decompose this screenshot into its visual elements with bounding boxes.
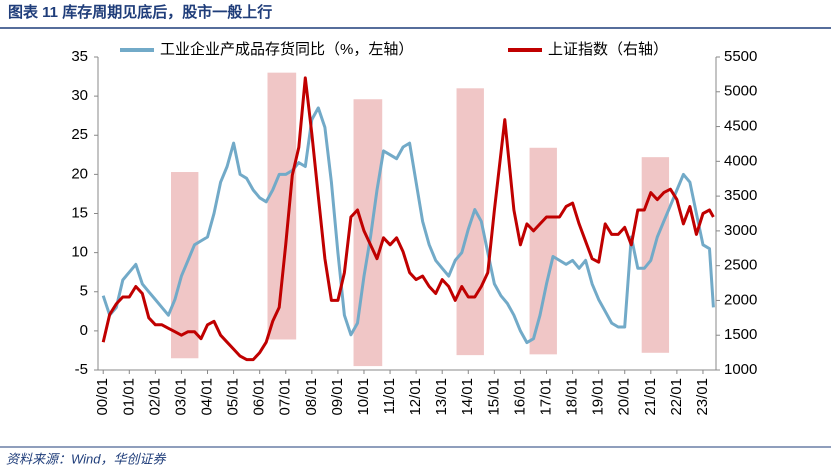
x-tick-label: 06/01 bbox=[251, 378, 268, 416]
x-tick-label: 02/01 bbox=[146, 378, 163, 416]
y2-tick-label: 5500 bbox=[724, 48, 757, 65]
x-tick-label: 22/01 bbox=[668, 378, 685, 416]
y-tick-label: -5 bbox=[75, 361, 88, 378]
y-tick-label: 10 bbox=[71, 244, 88, 261]
y2-tick-label: 1000 bbox=[724, 361, 757, 378]
x-tick-label: 07/01 bbox=[277, 378, 294, 416]
cycle-band bbox=[353, 99, 383, 367]
y-tick-label: 15 bbox=[71, 204, 88, 221]
x-tick-label: 23/01 bbox=[694, 378, 711, 416]
x-tick-label: 18/01 bbox=[564, 378, 581, 416]
x-tick-label: 04/01 bbox=[198, 378, 215, 416]
y2-tick-label: 2000 bbox=[724, 291, 757, 308]
x-tick-label: 21/01 bbox=[642, 378, 659, 416]
y-tick-label: 25 bbox=[71, 126, 88, 143]
x-tick-label: 05/01 bbox=[225, 378, 242, 416]
y-tick-label: 30 bbox=[71, 87, 88, 104]
x-tick-label: 09/01 bbox=[329, 378, 346, 416]
source: 资料来源：Wind，华创证券 bbox=[6, 451, 167, 466]
y2-tick-label: 4000 bbox=[724, 152, 757, 169]
chart-title: 图表 11 库存周期见底后，股市一般上行 bbox=[8, 3, 272, 21]
y2-tick-label: 1500 bbox=[724, 326, 757, 343]
x-tick-label: 15/01 bbox=[485, 378, 502, 416]
series-line bbox=[101, 76, 715, 362]
legend-label: 上证指数（右轴） bbox=[548, 41, 668, 58]
y2-tick-label: 3500 bbox=[724, 187, 757, 204]
x-tick-label: 14/01 bbox=[459, 378, 476, 416]
y-tick-label: 35 bbox=[71, 48, 88, 65]
x-tick-label: 00/01 bbox=[94, 378, 111, 416]
y2-tick-label: 3000 bbox=[724, 222, 757, 239]
x-tick-label: 13/01 bbox=[433, 378, 450, 416]
series-line bbox=[101, 106, 715, 345]
cycle-band bbox=[641, 157, 670, 353]
x-tick-label: 10/01 bbox=[355, 378, 372, 416]
cycle-band bbox=[267, 72, 297, 340]
x-tick-label: 12/01 bbox=[407, 378, 424, 416]
x-tick-label: 17/01 bbox=[537, 378, 554, 416]
y-tick-label: 5 bbox=[80, 283, 88, 300]
y2-tick-label: 2500 bbox=[724, 257, 757, 274]
x-tick-label: 16/01 bbox=[511, 378, 528, 416]
cycle-band bbox=[529, 147, 557, 355]
y-tick-label: 20 bbox=[71, 165, 88, 182]
x-tick-label: 03/01 bbox=[172, 378, 189, 416]
x-tick-label: 20/01 bbox=[616, 378, 633, 416]
x-tick-label: 01/01 bbox=[120, 378, 137, 416]
x-tick-label: 19/01 bbox=[590, 378, 607, 416]
y-tick-label: 0 bbox=[80, 322, 88, 339]
x-tick-label: 11/01 bbox=[381, 378, 398, 414]
y2-tick-label: 5000 bbox=[724, 83, 757, 100]
legend-label: 工业企业产成品存货同比（%，左轴） bbox=[160, 40, 413, 58]
x-tick-label: 08/01 bbox=[303, 378, 320, 416]
y2-tick-label: 4500 bbox=[724, 118, 757, 135]
